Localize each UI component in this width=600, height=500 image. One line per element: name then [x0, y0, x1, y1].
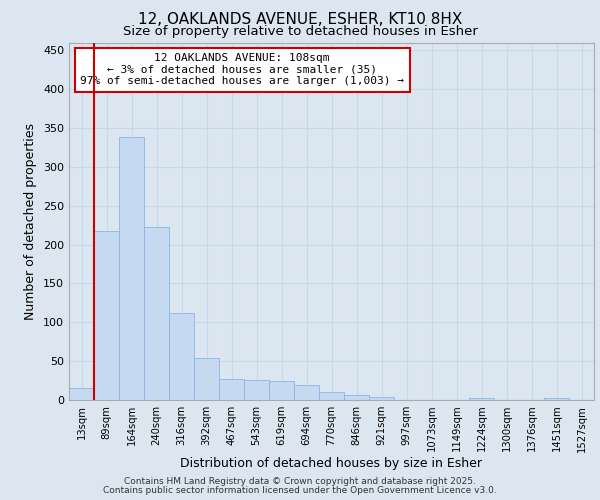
Bar [344, 396, 369, 400]
Bar [169, 313, 194, 400]
Bar [144, 228, 169, 400]
Bar [69, 388, 94, 400]
Bar [469, 398, 494, 400]
Text: Contains public sector information licensed under the Open Government Licence v3: Contains public sector information licen… [103, 486, 497, 495]
Text: Contains HM Land Registry data © Crown copyright and database right 2025.: Contains HM Land Registry data © Crown c… [124, 477, 476, 486]
Bar [194, 358, 219, 400]
Bar [294, 385, 319, 400]
Bar [319, 392, 344, 400]
Bar [269, 380, 294, 400]
Text: 12 OAKLANDS AVENUE: 108sqm
← 3% of detached houses are smaller (35)
97% of semi-: 12 OAKLANDS AVENUE: 108sqm ← 3% of detac… [80, 53, 404, 86]
Text: Size of property relative to detached houses in Esher: Size of property relative to detached ho… [122, 25, 478, 38]
Text: 12, OAKLANDS AVENUE, ESHER, KT10 8HX: 12, OAKLANDS AVENUE, ESHER, KT10 8HX [138, 12, 462, 28]
Bar [544, 398, 569, 400]
Bar [369, 397, 394, 400]
Bar [94, 230, 119, 400]
Bar [119, 138, 144, 400]
Bar [219, 379, 244, 400]
X-axis label: Distribution of detached houses by size in Esher: Distribution of detached houses by size … [181, 457, 482, 470]
Bar [244, 380, 269, 400]
Y-axis label: Number of detached properties: Number of detached properties [25, 122, 37, 320]
